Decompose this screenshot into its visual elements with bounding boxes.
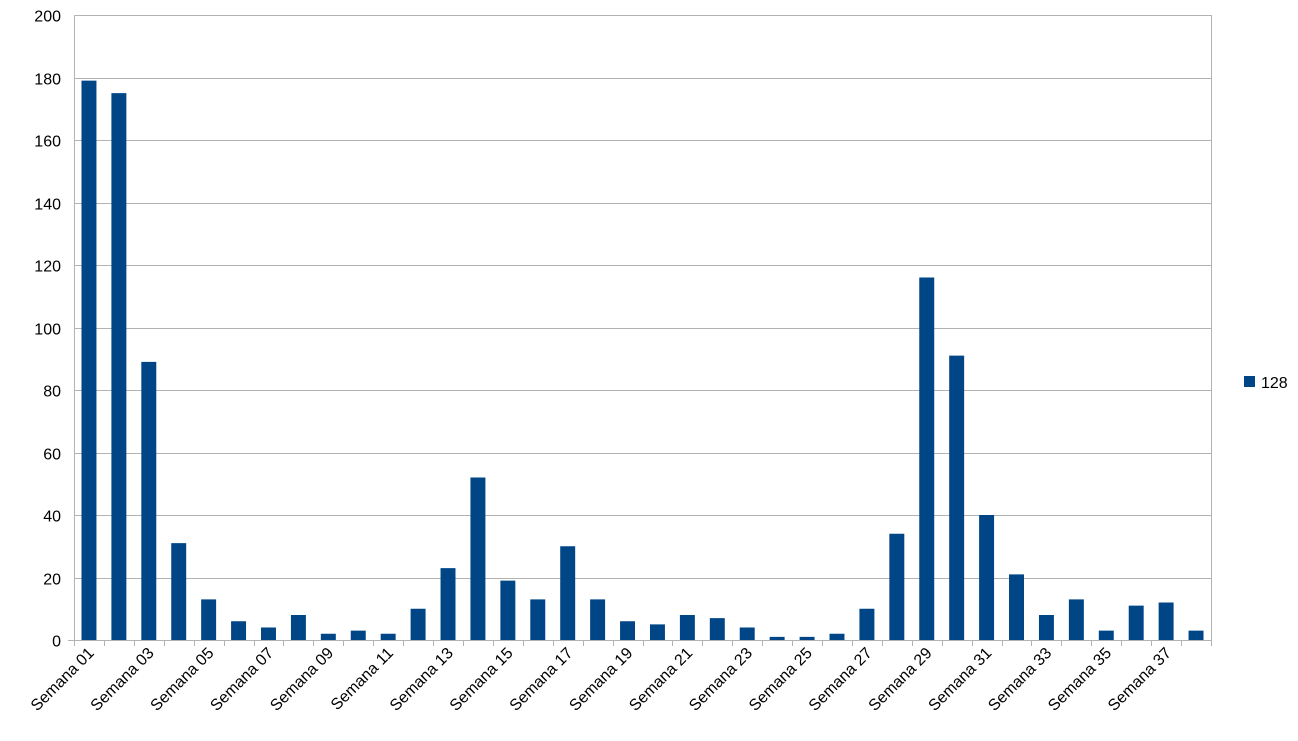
bar (859, 608, 875, 640)
x-tick-label: Semana 35 (1045, 645, 1115, 715)
bar (1188, 630, 1204, 641)
bar (141, 361, 157, 641)
y-tick-label: 0 (52, 634, 61, 651)
x-tick-label: Semana 21 (626, 645, 696, 715)
x-tick-label: Semana 27 (806, 645, 876, 715)
bar (799, 636, 815, 641)
bar (679, 615, 695, 640)
y-tick-label: 160 (34, 134, 61, 151)
bar (231, 621, 247, 640)
bar (111, 93, 127, 641)
y-tick-label: 180 (34, 72, 61, 89)
bar (500, 580, 516, 641)
gridlines (74, 15, 1211, 579)
bar (470, 477, 486, 640)
x-tick-label: Semana 29 (866, 645, 936, 715)
bar (620, 621, 636, 640)
bar (290, 615, 306, 640)
bar (1009, 574, 1024, 641)
legend: 128 (1244, 375, 1288, 392)
bar (350, 630, 366, 641)
bar (261, 627, 276, 640)
y-tick-label: 40 (43, 509, 61, 526)
x-tick-label: Semana 23 (686, 645, 756, 715)
x-tick-label: Semana 03 (88, 645, 158, 715)
x-tick-label: Semana 15 (447, 645, 517, 715)
x-tick-label: Semana 13 (387, 645, 457, 715)
y-tick-label: 120 (34, 259, 61, 276)
x-tick-label: Semana 01 (28, 645, 98, 715)
bar (320, 633, 336, 640)
y-tick-label: 200 (34, 9, 61, 26)
legend-label: 128 (1261, 375, 1288, 392)
x-tick-label: Semana 07 (207, 645, 277, 715)
y-tick-label: 20 (43, 572, 61, 589)
legend-swatch (1244, 376, 1255, 387)
bar (1158, 602, 1174, 640)
bar (1038, 615, 1054, 640)
x-tick-label: Semana 25 (746, 645, 816, 715)
bar (380, 633, 396, 640)
bar (829, 633, 845, 640)
bar (709, 618, 725, 641)
bar (919, 277, 935, 640)
bars (81, 80, 1204, 641)
bar (1128, 605, 1144, 641)
x-tick-label: Semana 17 (507, 645, 577, 715)
x-tick-label: Semana 31 (926, 645, 996, 715)
y-tick-label: 60 (43, 447, 61, 464)
bar (171, 543, 187, 641)
bar (590, 599, 606, 641)
bar (560, 546, 576, 640)
bar (979, 515, 995, 640)
bar (739, 627, 755, 640)
y-tick-label: 80 (43, 384, 61, 401)
axes (68, 15, 1212, 646)
x-tick-label: Semana 09 (267, 645, 337, 715)
bar (1098, 630, 1114, 641)
x-tick-label: Semana 05 (148, 645, 218, 715)
x-tick-label: Semana 37 (1105, 645, 1175, 715)
bar (201, 599, 217, 641)
y-tick-labels: 0 20 40 60 80 100 120 140 160 180 200 (34, 9, 61, 651)
y-tick-label: 100 (34, 322, 61, 339)
bar (440, 568, 456, 641)
bar (1068, 599, 1084, 641)
bar (769, 636, 785, 641)
x-tick-label: Semana 33 (985, 645, 1055, 715)
bar (889, 533, 905, 640)
bar (949, 355, 965, 641)
bar (410, 608, 426, 640)
y-tick-label: 140 (34, 197, 61, 214)
bar (649, 624, 665, 641)
bar (81, 80, 97, 641)
x-tick-label: Semana 19 (566, 645, 636, 715)
bar (530, 599, 546, 641)
